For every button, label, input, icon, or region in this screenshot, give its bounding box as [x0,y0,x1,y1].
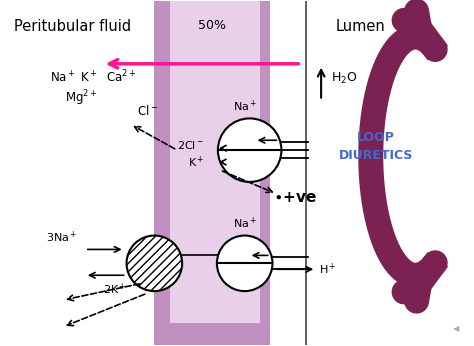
Text: Lumen: Lumen [336,19,386,34]
Bar [155,1,270,345]
Text: K$^+$: K$^+$ [188,154,204,170]
Text: H$^+$: H$^+$ [319,262,337,277]
Text: 2K$^+$: 2K$^+$ [103,281,127,297]
Circle shape [218,118,282,182]
Text: LOOP
DIURETICS: LOOP DIURETICS [338,131,413,162]
Text: Cl$^-$: Cl$^-$ [137,104,158,118]
Text: 3Na$^+$: 3Na$^+$ [46,230,78,245]
Text: Na$^+$: Na$^+$ [233,215,257,230]
Text: 2Cl$^-$: 2Cl$^-$ [176,139,204,151]
Text: 50%: 50% [198,19,226,32]
Text: Na$^+$: Na$^+$ [233,99,257,115]
Bar [155,323,270,345]
Circle shape [217,236,273,291]
Text: H$_2$O: H$_2$O [331,71,357,86]
Text: Peritubular fluid: Peritubular fluid [14,19,131,34]
Bar [170,1,260,345]
Text: Na$^+$ K$^+$  Ca$^{2+}$: Na$^+$ K$^+$ Ca$^{2+}$ [50,69,136,85]
Text: ◀: ◀ [453,324,459,333]
Text: Mg$^{2+}$: Mg$^{2+}$ [64,89,97,108]
Circle shape [127,236,182,291]
Text: $\bullet$+ve: $\bullet$+ve [273,190,318,205]
